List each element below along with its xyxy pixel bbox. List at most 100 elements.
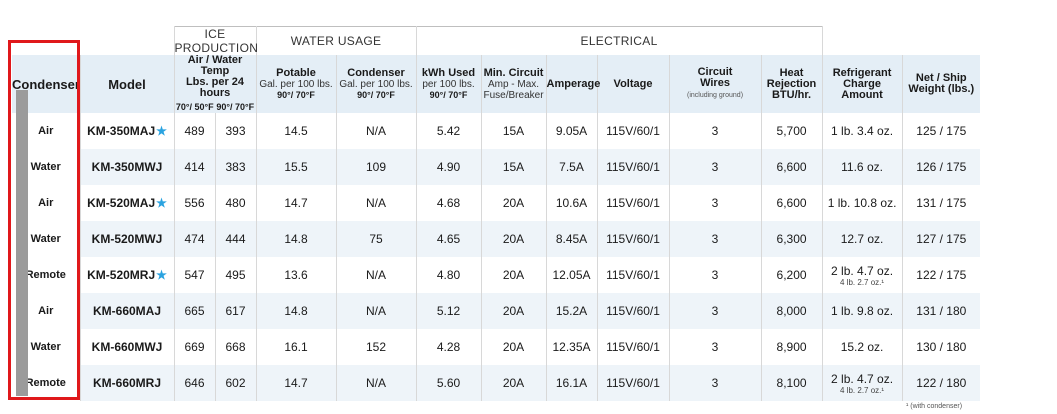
header-condenser-water-temp: 90°/ 70°F [357, 89, 395, 100]
model-cell: KM-520MAJ★ [80, 185, 175, 221]
weight-cell: 126 / 175 [902, 149, 981, 185]
star-icon: ★ [156, 268, 167, 282]
refrigerant-value: 1 lb. 10.8 oz. [827, 196, 897, 210]
header-potable-sub: Gal. per 100 lbs. [259, 78, 333, 90]
model-name: KM-660MWJ [91, 340, 163, 354]
header-heat-rejection-2: Rejection [766, 77, 817, 90]
circuit-wires-cell: 3 [669, 113, 762, 149]
kwh-cell: 5.12 [416, 293, 482, 329]
amperage-cell: 12.35A [546, 329, 598, 365]
ice-production-a-cell: 547 [174, 257, 216, 293]
potable-water-cell: 15.5 [256, 149, 337, 185]
star-icon: ★ [156, 196, 167, 210]
refrigerant-cell: 1 lb. 9.8 oz. [822, 293, 903, 329]
group-electrical: ELECTRICAL [415, 26, 823, 55]
table-row: Remote KM-660MRJ 646 602 14.7 N/A 5.60 20A 16.1A… [12, 365, 1057, 401]
potable-water-cell: 14.7 [256, 185, 337, 221]
amperage-cell: 7.5A [546, 149, 598, 185]
potable-water-cell: 16.1 [256, 329, 337, 365]
refrigerant-value: 1 lb. 3.4 oz. [831, 124, 894, 138]
header-min-circuit-sub: Amp - Max. [487, 78, 540, 90]
header-min-circuit-sub2: Fuse/Breaker [483, 89, 544, 101]
heat-rejection-cell: 8,000 [761, 293, 823, 329]
table-row: Air KM-660MAJ 665 617 14.8 N/A 5.12 20A 15.2A 115… [12, 293, 1057, 329]
min-circuit-cell: 20A [481, 221, 547, 257]
header-min-circuit-title: Min. Circuit [483, 66, 544, 79]
min-circuit-cell: 15A [481, 149, 547, 185]
condenser-water-cell: 75 [336, 221, 417, 257]
refrigerant-value: 2 lb. 4.7 oz. [831, 371, 894, 386]
heat-rejection-cell: 6,300 [761, 221, 823, 257]
header-potable: Potable Gal. per 100 lbs. 90°/ 70°F [256, 55, 337, 113]
voltage-cell: 115V/60/1 [597, 149, 670, 185]
table-row: Air KM-520MAJ★ 556 480 14.7 N/A 4.68 20A 10.6A 11… [12, 185, 1057, 221]
heat-rejection-cell: 8,900 [761, 329, 823, 365]
condenser-highlight-box [8, 40, 80, 400]
group-header-row: ICE PRODUCTION WATER USAGE ELECTRICAL [12, 26, 1057, 55]
kwh-cell: 4.65 [416, 221, 482, 257]
kwh-cell: 4.90 [416, 149, 482, 185]
model-cell: KM-660MRJ [80, 365, 175, 401]
amperage-cell: 8.45A [546, 221, 598, 257]
kwh-cell: 4.28 [416, 329, 482, 365]
ice-production-b-cell: 602 [215, 365, 257, 401]
spec-table: ICE PRODUCTION WATER USAGE ELECTRICAL Co… [12, 26, 1057, 401]
header-potable-temp: 90°/ 70°F [277, 89, 315, 100]
model-name: KM-350MAJ [87, 124, 156, 138]
footnote: ¹ (with condenser) [906, 403, 963, 410]
model-cell: KM-660MAJ [80, 293, 175, 329]
refrigerant-cell: 15.2 oz. [822, 329, 903, 365]
heat-rejection-cell: 5,700 [761, 113, 823, 149]
refrigerant-value: 12.7 oz. [840, 232, 884, 246]
heat-rejection-cell: 6,600 [761, 185, 823, 221]
min-circuit-cell: 20A [481, 293, 547, 329]
header-circuit-wires-sub: Wires [700, 77, 730, 89]
model-cell: KM-520MWJ [80, 221, 175, 257]
header-air-water-temps: 70°/ 50°F 90°/ 70°F [175, 102, 256, 113]
header-model: Model [80, 55, 175, 113]
circuit-wires-cell: 3 [669, 293, 762, 329]
weight-cell: 127 / 175 [902, 221, 981, 257]
weight-cell: 122 / 175 [916, 268, 967, 282]
header-circuit-wires: Circuit Wires (including ground) [669, 55, 762, 113]
model-name: KM-520MWJ [91, 232, 163, 246]
condenser-column-bar [16, 90, 28, 396]
header-kwh-title: kWh Used [421, 66, 476, 79]
ice-production-b-cell: 617 [215, 293, 257, 329]
min-circuit-cell: 15A [481, 113, 547, 149]
refrigerant-note: 4 lb. 2.7 oz.¹ [840, 277, 885, 287]
circuit-wires-cell: 3 [669, 329, 762, 365]
header-air-water-temp: Air / Water Temp Lbs. per 24 hours 70°/ … [174, 55, 257, 113]
header-weight: Net / Ship Weight (lbs.) [902, 55, 981, 113]
condenser-water-cell: N/A [336, 257, 417, 293]
refrigerant-cell: 1 lb. 10.8 oz. [822, 185, 903, 221]
header-refrigerant-2: Charge Amount [841, 77, 883, 101]
header-circuit-wires-title: Circuit [697, 66, 733, 78]
condenser-water-cell: 152 [336, 329, 417, 365]
header-circuit-wires-tiny: (including ground) [686, 92, 744, 99]
header-heat-rejection: Heat Rejection BTU/hr. [761, 55, 823, 113]
circuit-wires-cell: 3 [669, 185, 762, 221]
weight-cell: 130 / 180 [916, 340, 967, 354]
header-kwh: kWh Used per 100 lbs. 90°/ 70°F [416, 55, 482, 113]
ice-production-b-cell: 393 [215, 113, 257, 149]
voltage-cell: 115V/60/1 [597, 293, 670, 329]
header-amperage: Amperage [546, 55, 600, 113]
header-temp-a: 70°/ 50°F [175, 102, 214, 112]
heat-rejection-cell: 6,600 [761, 149, 823, 185]
model-name: KM-660MAJ [92, 304, 161, 318]
ice-production-b-cell: 480 [215, 185, 257, 221]
circuit-wires-cell: 3 [669, 365, 762, 401]
condenser-water-cell: N/A [336, 113, 417, 149]
potable-water-cell: 14.8 [256, 221, 337, 257]
min-circuit-cell: 20A [481, 329, 547, 365]
header-heat-rejection-3: BTU/hr. [771, 88, 812, 101]
refrigerant-value: 1 lb. 9.8 oz. [831, 304, 894, 318]
ice-production-a-cell: 489 [174, 113, 216, 149]
header-condenser-water-title: Condenser [347, 66, 405, 79]
kwh-cell: 5.42 [416, 113, 482, 149]
ice-production-a-cell: 646 [174, 365, 216, 401]
star-icon: ★ [156, 124, 167, 138]
weight-cell: 122 / 180 [902, 365, 981, 401]
model-name: KM-520MAJ [87, 196, 156, 210]
